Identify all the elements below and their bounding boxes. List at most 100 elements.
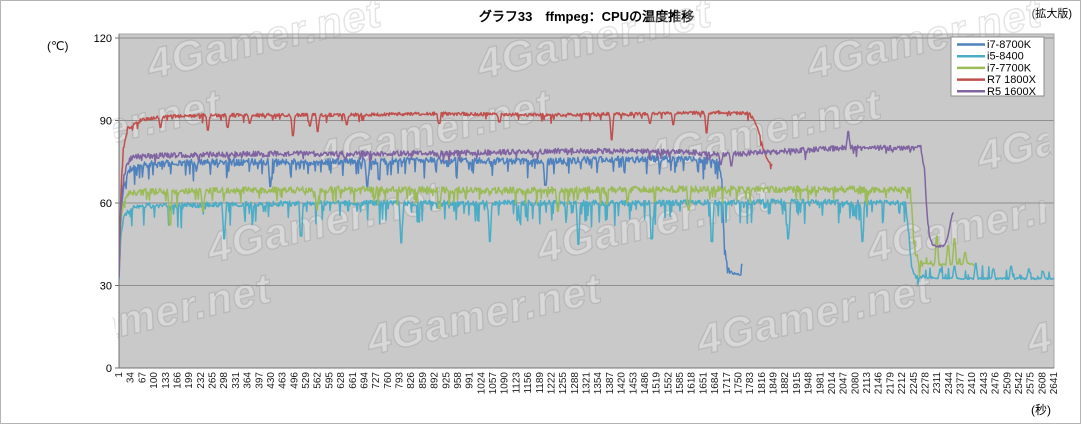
y-tick-label-30: 30 [100,281,112,293]
x-tick-label-265: 265 [208,372,219,389]
x-tick-label-529: 529 [301,372,312,389]
x-tick-label-793: 793 [395,372,406,389]
x-tick-label-892: 892 [430,372,441,389]
x-tick-label-1255: 1255 [558,372,569,395]
x-tick-label-1882: 1882 [780,372,791,395]
x-tick-label-1354: 1354 [593,372,604,395]
x-tick-label-2014: 2014 [827,372,838,395]
chart-title: グラフ33 ffmpeg：CPUの温度推移 [478,9,695,24]
x-tick-label-2443: 2443 [979,372,990,395]
x-tick-label-100: 100 [149,372,160,389]
legend-label-R7 1800X: R7 1800X [987,74,1037,86]
x-tick-label-760: 760 [383,372,394,389]
x-tick-label-628: 628 [336,372,347,389]
x-tick-label-1849: 1849 [769,372,780,395]
legend-box [950,36,1045,97]
x-tick-label-595: 595 [324,372,335,389]
x-tick-label-397: 397 [254,372,265,389]
x-tick-label-2311: 2311 [932,372,943,394]
x-tick-label-1585: 1585 [675,372,686,395]
x-tick-label-2047: 2047 [839,372,850,395]
x-tick-label-925: 925 [441,372,452,389]
x-tick-label-1915: 1915 [792,372,803,395]
x-tick-label-67: 67 [137,372,148,384]
x-tick-label-2245: 2245 [909,372,920,395]
legend-label-i7-8700K: i7-8700K [987,39,1032,51]
x-tick-label-1156: 1156 [523,372,534,394]
x-tick-label-2509: 2509 [1002,372,1013,395]
x-tick-label-1453: 1453 [628,372,639,395]
x-tick-label-2113: 2113 [862,372,873,394]
x-tick-label-1090: 1090 [500,372,511,395]
x-tick-label-826: 826 [406,372,417,389]
x-tick-label-1123: 1123 [511,372,522,394]
legend-label-R5 1600X: R5 1600X [987,86,1037,98]
x-tick-label-1552: 1552 [663,372,674,395]
x-tick-label-298: 298 [219,372,230,389]
x-tick-label-661: 661 [348,372,359,389]
x-tick-label-1684: 1684 [710,372,721,395]
x-tick-label-2179: 2179 [885,372,896,395]
series-line-i7-7700K [119,185,975,278]
y-tick-label-60: 60 [100,198,112,210]
x-tick-label-1816: 1816 [757,372,768,395]
x-tick-label-1981: 1981 [815,372,826,395]
x-tick-label-1024: 1024 [476,372,487,395]
x-tick-label-1387: 1387 [605,372,616,395]
x-tick-label-463: 463 [278,372,289,389]
x-tick-label-1948: 1948 [804,372,815,395]
x-tick-label-1486: 1486 [640,372,651,395]
x-tick-label-694: 694 [359,372,370,389]
x-tick-label-331: 331 [231,372,242,389]
x-tick-label-2080: 2080 [850,372,861,395]
x-tick-label-2146: 2146 [874,372,885,395]
x-tick-label-232: 232 [196,372,207,389]
x-tick-label-199: 199 [184,372,195,389]
x-tick-label-2575: 2575 [1026,372,1037,395]
x-tick-label-1189: 1189 [535,372,546,394]
y-axis-unit-label: (℃) [47,39,69,53]
legend-label-i7-7700K: i7-7700K [987,62,1032,74]
x-tick-label-1783: 1783 [745,372,756,395]
x-tick-label-34: 34 [126,372,137,384]
x-tick-label-2410: 2410 [967,372,978,395]
x-tick-label-364: 364 [243,372,254,389]
x-tick-label-991: 991 [465,372,476,389]
series-line-i5-8400 [119,198,1054,286]
x-tick-label-133: 133 [161,372,172,389]
legend-label-i5-8400: i5-8400 [987,51,1024,63]
y-tick-label-0: 0 [106,363,112,375]
x-tick-label-2212: 2212 [897,372,908,395]
x-tick-label-1618: 1618 [687,372,698,395]
x-tick-label-2542: 2542 [1014,372,1025,395]
x-tick-label-1717: 1717 [722,372,733,395]
x-tick-label-1057: 1057 [488,372,499,395]
x-tick-label-2278: 2278 [920,372,931,395]
x-tick-label-1420: 1420 [617,372,628,395]
x-tick-label-1321: 1321 [582,372,593,395]
x-tick-label-727: 727 [371,372,382,389]
enlarged-version-note: (拡大版) [1031,8,1072,20]
x-tick-label-430: 430 [266,372,277,389]
x-tick-label-2476: 2476 [991,372,1002,395]
x-tick-label-2377: 2377 [956,372,967,395]
x-tick-label-958: 958 [453,372,464,389]
y-tick-label-90: 90 [100,116,112,128]
series-line-i7-8700K [119,155,743,280]
series-line-R5 1600X [119,130,955,278]
x-tick-label-562: 562 [313,372,324,389]
x-tick-label-2344: 2344 [944,372,955,395]
x-tick-label-166: 166 [172,372,183,389]
series-line-R7 1800X [119,109,773,277]
x-tick-label-2608: 2608 [1037,372,1048,395]
x-tick-label-2641: 2641 [1049,372,1060,395]
plot-background [119,34,1054,368]
x-tick-label-859: 859 [418,372,429,389]
x-tick-label-1750: 1750 [733,372,744,395]
x-tick-label-1519: 1519 [652,372,663,395]
x-tick-label-1651: 1651 [698,372,709,395]
x-tick-label-1288: 1288 [570,372,581,395]
y-tick-label-120: 120 [94,33,112,45]
